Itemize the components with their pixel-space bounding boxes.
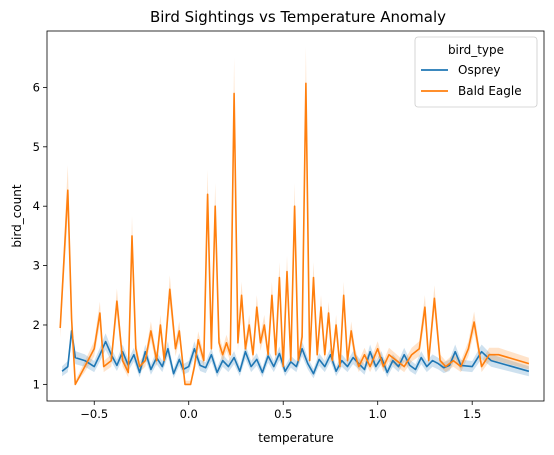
y-tick-label: 1 bbox=[33, 377, 40, 391]
chart-title: Bird Sightings vs Temperature Anomaly bbox=[150, 8, 446, 26]
plot-frame bbox=[46, 30, 545, 402]
x-tick-label: 1.5 bbox=[463, 407, 481, 421]
y-axis: 1 2 3 4 5 6 bbox=[33, 80, 47, 391]
x-tick-label: 1.0 bbox=[369, 407, 387, 421]
x-tick-label: −0.5 bbox=[80, 407, 108, 421]
legend-label-bald-eagle: Bald Eagle bbox=[458, 84, 522, 98]
series-line-bald-eagle bbox=[59, 82, 530, 386]
x-tick-label: 0.5 bbox=[274, 407, 292, 421]
plot-area bbox=[46, 30, 545, 402]
x-tick-label: 0.0 bbox=[180, 407, 198, 421]
confidence-band-osprey bbox=[62, 321, 529, 379]
legend: bird_type Osprey Bald Eagle bbox=[414, 36, 538, 108]
series-line-osprey bbox=[61, 330, 530, 375]
y-tick-label: 3 bbox=[33, 259, 40, 273]
legend-title: bird_type bbox=[448, 43, 504, 57]
legend-box bbox=[414, 36, 538, 108]
y-tick-label: 2 bbox=[33, 318, 40, 332]
y-tick-label: 4 bbox=[33, 199, 40, 213]
legend-label-osprey: Osprey bbox=[458, 63, 500, 77]
y-tick-label: 6 bbox=[33, 80, 40, 94]
x-axis: −0.5 0.0 0.5 1.0 1.5 bbox=[80, 401, 481, 421]
y-tick-label: 5 bbox=[33, 140, 40, 154]
x-axis-label: temperature bbox=[258, 431, 333, 445]
y-axis-label: bird_count bbox=[10, 184, 24, 247]
